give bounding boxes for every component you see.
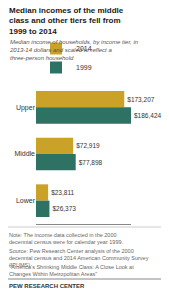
svg-text:$26,373: $26,373 — [52, 205, 76, 212]
svg-text:Median income of households, b: Median income of households, by income t… — [9, 39, 139, 61]
svg-text:$77,898: $77,898 — [79, 159, 103, 166]
svg-text:Middle: Middle — [14, 150, 35, 157]
svg-text:"America's Shrinking Middle Cl: "America's Shrinking Middle Class: A Clo… — [9, 264, 134, 277]
svg-text:Source: Pew Research Center an: Source: Pew Research Center analysis of … — [9, 248, 149, 268]
svg-text:Note: The income data collecte: Note: The income data collected in the 2… — [9, 232, 124, 245]
svg-text:PEW RESEARCH CENTER: PEW RESEARCH CENTER — [9, 283, 85, 289]
svg-text:$173,207: $173,207 — [127, 96, 154, 103]
svg-text:Upper: Upper — [16, 104, 36, 112]
svg-text:$23,811: $23,811 — [51, 189, 74, 196]
svg-text:Lower: Lower — [16, 197, 36, 204]
svg-text:$72,919: $72,919 — [76, 142, 100, 149]
svg-text:2014: 2014 — [76, 45, 92, 52]
svg-text:1999: 1999 — [76, 64, 92, 71]
svg-text:Median incomes of the middlecl: Median incomes of the middleclass and ot… — [9, 6, 124, 36]
svg-text:$186,424: $186,424 — [134, 112, 161, 119]
